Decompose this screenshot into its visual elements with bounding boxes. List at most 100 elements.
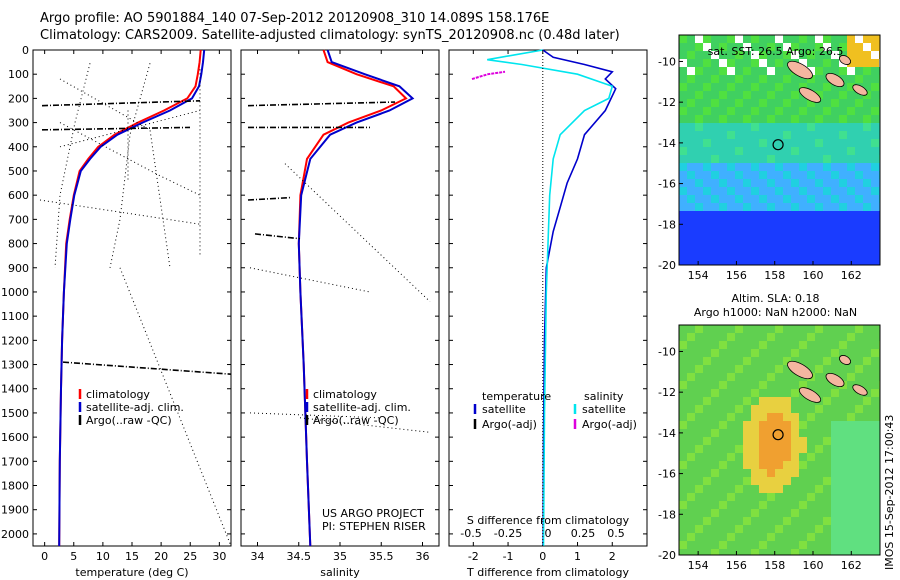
map-cell: [863, 99, 871, 107]
map-cell: [711, 211, 719, 219]
map-cell: [839, 139, 847, 147]
map-cell: [831, 413, 839, 421]
map-cell: [871, 541, 879, 549]
map-cell: [759, 227, 767, 235]
map-cell: [751, 99, 759, 107]
map-cell: [799, 325, 807, 333]
map-cell: [807, 131, 815, 139]
map-cell: [855, 219, 863, 227]
map-cell: [695, 485, 703, 493]
map-cell: [791, 469, 799, 477]
map-cell: [815, 171, 823, 179]
map-cell: [863, 525, 871, 533]
map-cell: [719, 381, 727, 389]
map-cell: [775, 349, 783, 357]
map-cell: [815, 517, 823, 525]
map-cell: [751, 203, 759, 211]
map-cell: [727, 485, 735, 493]
profile-panel-2: [240, 49, 440, 547]
map-cell: [759, 389, 767, 397]
map-cell: [703, 75, 711, 83]
x-tick-label: 5: [70, 550, 77, 563]
map-cell: [767, 333, 775, 341]
map-cell: [783, 485, 791, 493]
map-cell: [767, 405, 775, 413]
map-cell: [743, 195, 751, 203]
map-cell: [751, 437, 759, 445]
map-cell: [863, 179, 871, 187]
map-cell: [687, 517, 695, 525]
map-cell: [863, 115, 871, 123]
map-cell: [847, 75, 855, 83]
map-y-tick-label: -12: [658, 386, 676, 399]
map-cell: [775, 389, 783, 397]
map-cell: [711, 509, 719, 517]
map-y-tick-label: -20: [658, 259, 676, 272]
map-cell: [783, 91, 791, 99]
map-cell: [735, 243, 743, 251]
map-cell: [783, 115, 791, 123]
map-cell: [751, 517, 759, 525]
map-cell: [735, 461, 743, 469]
map-cell: [863, 461, 871, 469]
map-cell: [767, 517, 775, 525]
map-cell: [871, 413, 879, 421]
legend-label: Argo(..raw -QC): [313, 414, 399, 427]
map-cell: [727, 413, 735, 421]
map-cell: [687, 357, 695, 365]
map-cell: [823, 91, 831, 99]
map-cell: [703, 179, 711, 187]
map-cell: [855, 203, 863, 211]
map-cell: [751, 211, 759, 219]
map-cell: [831, 429, 839, 437]
map-cell: [831, 325, 839, 333]
map-cell: [727, 179, 735, 187]
map-cell: [799, 115, 807, 123]
map-cell: [791, 211, 799, 219]
map-cell: [871, 235, 879, 243]
map-cell: [791, 525, 799, 533]
map-cell: [791, 341, 799, 349]
map-cell: [799, 75, 807, 83]
map-cell: [719, 227, 727, 235]
map-cell: [823, 525, 831, 533]
map-cell: [823, 227, 831, 235]
map-cell: [695, 243, 703, 251]
map-cell: [831, 357, 839, 365]
map-cell: [863, 243, 871, 251]
map-cell: [767, 501, 775, 509]
map-cell: [759, 35, 767, 43]
map-cell: [751, 187, 759, 195]
map-cell: [743, 485, 751, 493]
map-cell: [767, 493, 775, 501]
map-cell: [735, 59, 743, 67]
map-cell: [687, 493, 695, 501]
map-cell: [855, 437, 863, 445]
map-cell: [863, 123, 871, 131]
map-cell: [839, 541, 847, 549]
map-cell: [743, 211, 751, 219]
legend-label: Argo(-adj): [582, 418, 637, 431]
map-cell: [831, 525, 839, 533]
map-cell: [847, 357, 855, 365]
map-cell: [751, 147, 759, 155]
map-cell: [799, 413, 807, 421]
map-cell: [687, 171, 695, 179]
map-cell: [735, 83, 743, 91]
map-cell: [831, 115, 839, 123]
map-cell: [855, 43, 863, 51]
map-cell: [679, 509, 687, 517]
map-cell: [799, 163, 807, 171]
map-cell: [727, 493, 735, 501]
map-cell: [727, 381, 735, 389]
map-cell: [783, 397, 791, 405]
map-frame: [678, 324, 881, 556]
map-cell: [791, 509, 799, 517]
map-cell: [759, 179, 767, 187]
map-cell: [791, 549, 799, 555]
map-cell: [679, 469, 687, 477]
map-cell: [679, 115, 687, 123]
map-cell: [783, 131, 791, 139]
map-cell: [695, 341, 703, 349]
map-cell: [783, 453, 791, 461]
